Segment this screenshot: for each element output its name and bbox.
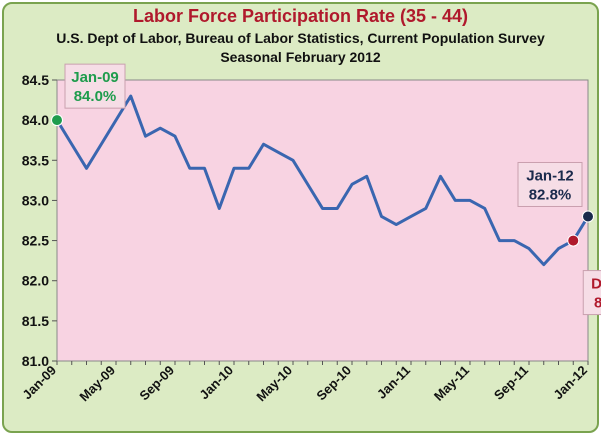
callout-box [517,161,583,207]
callout-box [582,270,601,316]
y-tick-label: 82.5 [22,233,49,249]
x-axis: Jan-09 May-09 Sep-09 Jan-10 May-10 Sep-10 Jan-… [19,361,590,404]
chart-subtitle-source: U.S. Dept of Labor, Bureau of Labor Stat… [56,30,545,46]
callout-value: 82.8% [529,186,572,203]
highlight-marker [567,234,580,247]
x-tick-label: Sep-10 [313,363,354,404]
y-tick-label: 83.0 [22,192,49,208]
x-tick-label: Jan-10 [196,363,236,403]
callout-value: 82.5% [594,295,601,312]
y-tick-label: 84.5 [22,72,49,88]
y-tick-label: 81.5 [22,313,49,329]
plot-area [56,79,589,362]
callout-box [64,63,126,109]
series-line [55,94,590,267]
y-tick-label: 84.0 [22,112,49,128]
callout-label: Dec-11 [591,276,601,293]
x-tick-label: Jan-12 [550,363,590,403]
callout-label: Jan-12 [526,167,574,184]
callout-value: 84.0% [74,88,117,105]
x-tick-label: Sep-11 [491,363,531,403]
callout-label: Jan-09 [71,69,119,86]
chart-title: Labor Force Participation Rate (35 - 44) [132,6,469,26]
y-axis: 81.0 81.5 82.0 82.5 83.0 83.5 84.0 84.5 [22,72,57,369]
highlight-marker [51,114,63,127]
y-tick-label: 83.5 [22,152,49,168]
x-tick-label: Sep-09 [136,363,177,404]
x-tick-label: May-11 [431,363,472,404]
y-tick-label: 81.0 [22,353,49,369]
y-tick-label: 82.0 [22,273,49,289]
x-tick-label: May-10 [253,363,295,405]
callouts: Jan-09 84.0% Jan-12 82.8% Dec-11 82.5% [64,63,601,316]
x-tick-label: Jan-11 [374,363,413,402]
x-tick-label: May-09 [76,363,118,405]
point-markers [51,114,594,247]
chart-subtitle-season: Seasonal February 2012 [220,49,381,65]
highlight-marker [582,210,594,223]
